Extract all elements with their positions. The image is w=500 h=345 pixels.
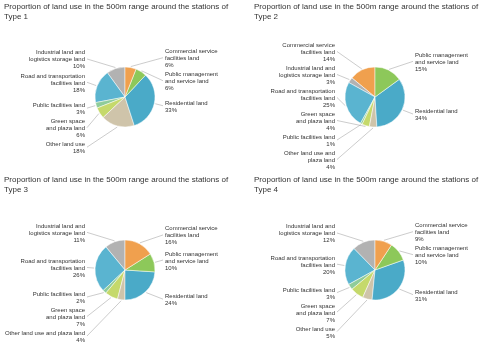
svg-text:Industrial land andlogistics s: Industrial land andlogistics storage lan… [29, 222, 86, 242]
html-text:Proportion of land use in the: Proportion of land use in the 500m range… [4, 2, 229, 21]
svg-text:Road and transportationfacilit: Road and transportationfacilities land26… [21, 257, 86, 277]
svg-text:Road and transportationfacilit: Road and transportationfacilities land18… [21, 73, 86, 93]
svg-text:Other land use5%: Other land use5% [296, 325, 336, 338]
svg-text:Green spaceand plaza land6%: Green spaceand plaza land6% [46, 118, 86, 138]
svg-text:Green spaceand plaza land7%: Green spaceand plaza land7% [296, 302, 336, 322]
svg-text:Commercial servicefacilities l: Commercial servicefacilities land14% [282, 42, 335, 62]
svg-text:Commercial servicefacilities l: Commercial servicefacilities land6% [165, 48, 218, 68]
svg-text:Public facilities land3%: Public facilities land3% [283, 286, 336, 299]
svg-text:Public managementand service l: Public managementand service land10% [415, 245, 468, 265]
svg-text:Public managementand service l: Public managementand service land10% [165, 250, 218, 270]
svg-text:Residential land33%: Residential land33% [165, 100, 208, 113]
svg-text:Public facilities land3%: Public facilities land3% [33, 102, 86, 115]
svg-text:Green spaceand plaza land7%: Green spaceand plaza land7% [46, 307, 86, 327]
svg-text:Green spaceand plaza land4%: Green spaceand plaza land4% [296, 111, 336, 131]
svg-text:Other land use andplaza land4%: Other land use andplaza land4% [284, 150, 336, 170]
svg-text:Industrial land andlogistics s: Industrial land andlogistics storage lan… [29, 49, 86, 69]
svg-text:Residential land34%: Residential land34% [415, 108, 458, 121]
svg-text:Public facilities land2%: Public facilities land2% [33, 291, 86, 304]
svg-text:Industrial land andlogistics s: Industrial land andlogistics storage lan… [279, 65, 336, 85]
svg-text:Road and transportationfacilit: Road and transportationfacilities land25… [271, 88, 336, 108]
html-text:Proportion of land use in the: Proportion of land use in the 500m range… [254, 2, 479, 21]
svg-text:Public facilities land1%: Public facilities land1% [283, 134, 336, 147]
svg-text:Other land use18%: Other land use18% [46, 141, 86, 154]
svg-text:Residential land31%: Residential land31% [415, 288, 458, 301]
svg-text:Industrial land andlogistics s: Industrial land andlogistics storage lan… [279, 223, 336, 243]
svg-text:Public managementand service l: Public managementand service land6% [165, 71, 218, 91]
svg-text:Road and transportationfacilit: Road and transportationfacilities land20… [271, 254, 336, 274]
svg-text:Residential land24%: Residential land24% [165, 293, 208, 306]
svg-text:Commercial servicefacilities l: Commercial servicefacilities land16% [165, 225, 218, 245]
svg-text:Other land use and plaza land4: Other land use and plaza land4% [8, 330, 86, 343]
svg-text:Public managementand service l: Public managementand service land15% [415, 52, 468, 72]
html-text:Proportion of land use in the: Proportion of land use in the 500m range… [4, 174, 229, 194]
svg-text:Commercial servicefacilities l: Commercial servicefacilities land9% [415, 222, 468, 242]
html-text:Proportion of land use in the: Proportion of land use in the 500m range… [254, 174, 479, 194]
